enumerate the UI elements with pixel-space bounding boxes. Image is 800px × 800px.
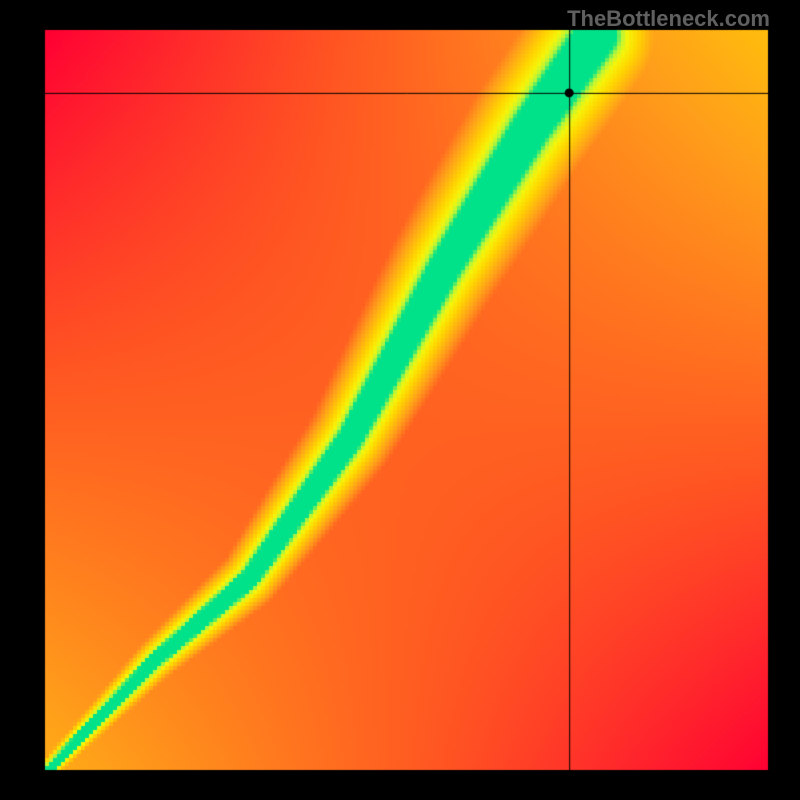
chart-container: TheBottleneck.com [0,0,800,800]
bottleneck-heatmap [0,0,800,800]
watermark-text: TheBottleneck.com [567,6,770,32]
